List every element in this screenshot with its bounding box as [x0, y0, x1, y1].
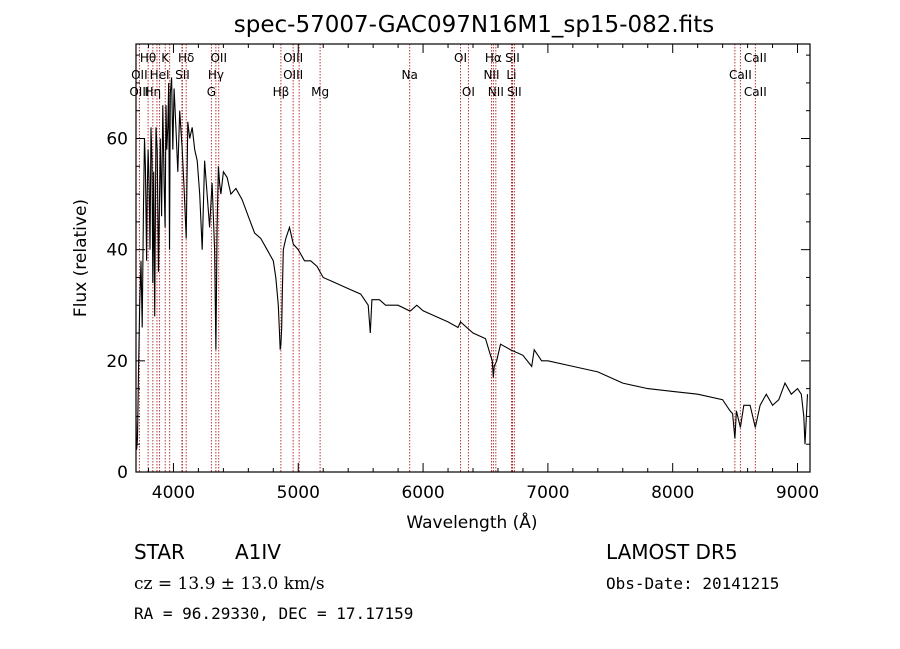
x-tick-label: 5000: [277, 483, 320, 503]
marker-label: OI: [462, 85, 475, 99]
marker-label: OIII: [129, 85, 149, 99]
marker-label: SII: [507, 85, 522, 99]
marker-label: Li: [506, 68, 516, 82]
object-subclass: A1IV: [235, 540, 281, 564]
marker-label: OII: [131, 68, 148, 82]
object-class: STAR: [134, 540, 185, 564]
spectrum-series-line: [135, 77, 809, 450]
x-tick-label: 6000: [401, 483, 444, 503]
marker-label: Mg: [311, 85, 329, 99]
y-axis: 0 20 40 60: [106, 54, 810, 483]
marker-label: OIII: [283, 68, 303, 82]
marker-label: Hη: [145, 85, 162, 99]
marker-label: Hδ: [178, 51, 194, 65]
marker-label: CaII: [744, 51, 767, 65]
y-tick-label: 20: [106, 352, 128, 372]
marker-label: OIII: [283, 51, 303, 65]
y-tick-label: 0: [117, 463, 128, 483]
coordinates: RA = 96.29330, DEC = 17.17159: [134, 604, 414, 623]
marker-label: OI: [454, 51, 467, 65]
marker-label: G: [207, 85, 216, 99]
marker-label: Na: [402, 68, 418, 82]
spectral-line-markers: [138, 44, 756, 472]
cz-value: cz = 13.9 ± 13.0 km/s: [134, 574, 325, 594]
x-tick-label: 9000: [776, 483, 819, 503]
y-tick-label: 60: [106, 129, 128, 149]
x-axis-label: Wavelength (Å): [406, 511, 537, 533]
marker-label: OII: [210, 51, 227, 65]
marker-label: SII: [175, 68, 190, 82]
marker-label: Hθ: [140, 51, 156, 65]
marker-label: HeI: [150, 68, 170, 82]
marker-label: Hα: [485, 51, 502, 65]
marker-label: CaII: [744, 85, 767, 99]
survey-name: LAMOST DR5: [606, 540, 738, 564]
x-axis: 4000 5000 6000 7000 8000 9000: [147, 44, 819, 503]
marker-label: NII: [483, 68, 499, 82]
y-tick-label: 40: [106, 241, 128, 261]
x-tick-label: 7000: [526, 483, 569, 503]
marker-label: K: [161, 51, 170, 65]
y-axis-label: Flux (relative): [71, 199, 91, 317]
marker-label: SII: [505, 51, 520, 65]
plot-frame: [135, 43, 811, 473]
obs-date: Obs-Date: 20141215: [606, 574, 780, 593]
marker-label: Hγ: [208, 68, 224, 82]
marker-label: CaII: [729, 68, 752, 82]
marker-label: NII: [488, 85, 504, 99]
x-tick-label: 4000: [152, 483, 195, 503]
chart-title: spec-57007-GAC097N16M1_sp15-082.fits: [234, 12, 714, 38]
marker-label: Hβ: [273, 85, 290, 99]
x-tick-label: 8000: [651, 483, 694, 503]
